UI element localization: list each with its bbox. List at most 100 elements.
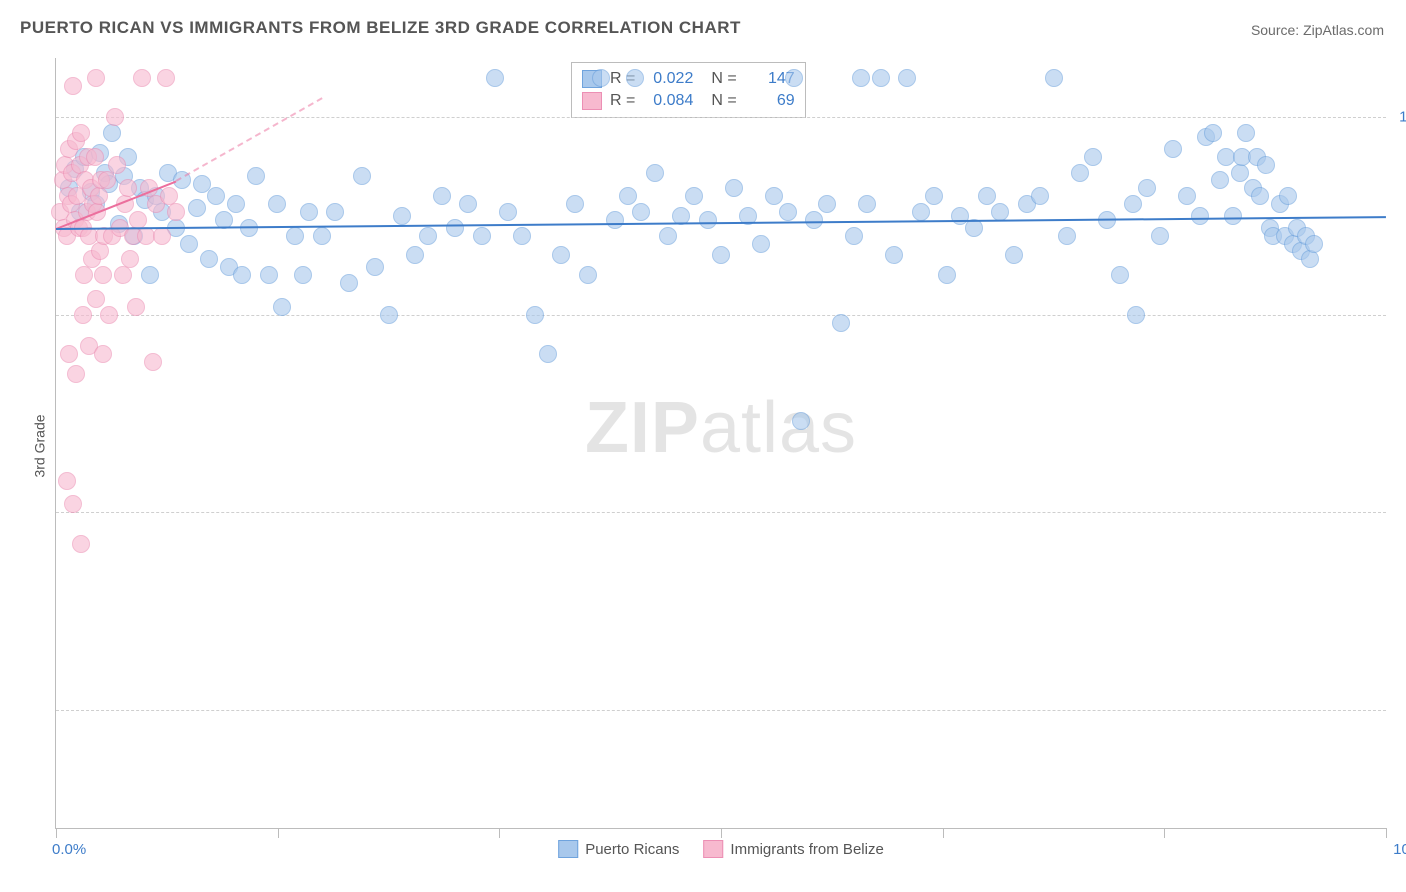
data-point: [579, 266, 597, 284]
x-tick: [56, 828, 57, 838]
data-point: [406, 246, 424, 264]
data-point: [393, 207, 411, 225]
legend-item-blue: Puerto Ricans: [558, 840, 679, 858]
data-point: [1178, 187, 1196, 205]
data-point: [526, 306, 544, 324]
x-label-right: 100.0%: [1393, 841, 1406, 858]
data-point: [64, 77, 82, 95]
data-point: [94, 266, 112, 284]
data-point: [103, 124, 121, 142]
data-point: [752, 235, 770, 253]
source-label: Source: ZipAtlas.com: [1251, 22, 1384, 38]
data-point: [340, 274, 358, 292]
data-point: [1257, 156, 1275, 174]
data-point: [1279, 187, 1297, 205]
x-tick: [721, 828, 722, 838]
data-point: [1058, 227, 1076, 245]
legend-label: Immigrants from Belize: [730, 841, 883, 858]
data-point: [699, 211, 717, 229]
data-point: [144, 353, 162, 371]
gridline-h: [56, 710, 1386, 711]
data-point: [87, 69, 105, 87]
data-point: [207, 187, 225, 205]
data-point: [121, 250, 139, 268]
data-point: [785, 69, 803, 87]
data-point: [606, 211, 624, 229]
data-point: [268, 195, 286, 213]
data-point: [938, 266, 956, 284]
gridline-h: [56, 117, 1386, 118]
x-tick: [278, 828, 279, 838]
data-point: [852, 69, 870, 87]
swatch-pink-icon: [582, 92, 602, 110]
data-point: [486, 69, 504, 87]
data-point: [433, 187, 451, 205]
data-point: [685, 187, 703, 205]
data-point: [72, 124, 90, 142]
x-tick: [1386, 828, 1387, 838]
data-point: [119, 179, 137, 197]
watermark: ZIPatlas: [585, 387, 857, 469]
x-tick: [1164, 828, 1165, 838]
data-point: [157, 69, 175, 87]
data-point: [1151, 227, 1169, 245]
data-point: [1138, 179, 1156, 197]
data-point: [67, 365, 85, 383]
data-point: [419, 227, 437, 245]
data-point: [1224, 207, 1242, 225]
data-point: [106, 108, 124, 126]
data-point: [818, 195, 836, 213]
data-point: [260, 266, 278, 284]
data-point: [153, 227, 171, 245]
data-point: [499, 203, 517, 221]
bottom-legend: Puerto Ricans Immigrants from Belize: [558, 840, 884, 858]
data-point: [180, 235, 198, 253]
data-point: [845, 227, 863, 245]
data-point: [188, 199, 206, 217]
stats-row-1: R = 0.022 N = 147: [582, 68, 795, 90]
data-point: [313, 227, 331, 245]
data-point: [100, 306, 118, 324]
chart-title: PUERTO RICAN VS IMMIGRANTS FROM BELIZE 3…: [20, 18, 741, 38]
data-point: [446, 219, 464, 237]
data-point: [1111, 266, 1129, 284]
gridline-h: [56, 315, 1386, 316]
legend-label: Puerto Ricans: [585, 841, 679, 858]
data-point: [978, 187, 996, 205]
data-point: [300, 203, 318, 221]
data-point: [1251, 187, 1269, 205]
data-point: [133, 69, 151, 87]
y-tick-label: 100.0%: [1399, 109, 1406, 126]
data-point: [765, 187, 783, 205]
data-point: [925, 187, 943, 205]
data-point: [779, 203, 797, 221]
data-point: [1071, 164, 1089, 182]
data-point: [353, 167, 371, 185]
data-point: [1005, 246, 1023, 264]
data-point: [286, 227, 304, 245]
data-point: [885, 246, 903, 264]
data-point: [167, 203, 185, 221]
data-point: [659, 227, 677, 245]
data-point: [326, 203, 344, 221]
data-point: [805, 211, 823, 229]
data-point: [1084, 148, 1102, 166]
data-point: [75, 266, 93, 284]
data-point: [632, 203, 650, 221]
data-point: [90, 187, 108, 205]
data-point: [991, 203, 1009, 221]
data-point: [552, 246, 570, 264]
x-tick: [943, 828, 944, 838]
data-point: [513, 227, 531, 245]
data-point: [87, 290, 105, 308]
data-point: [725, 179, 743, 197]
data-point: [566, 195, 584, 213]
data-point: [872, 69, 890, 87]
data-point: [592, 69, 610, 87]
data-point: [94, 345, 112, 363]
data-point: [64, 495, 82, 513]
scatter-plot: ZIPatlas R = 0.022 N = 147 R = 0.084 N =…: [55, 58, 1386, 829]
data-point: [1305, 235, 1323, 253]
data-point: [127, 298, 145, 316]
data-point: [366, 258, 384, 276]
